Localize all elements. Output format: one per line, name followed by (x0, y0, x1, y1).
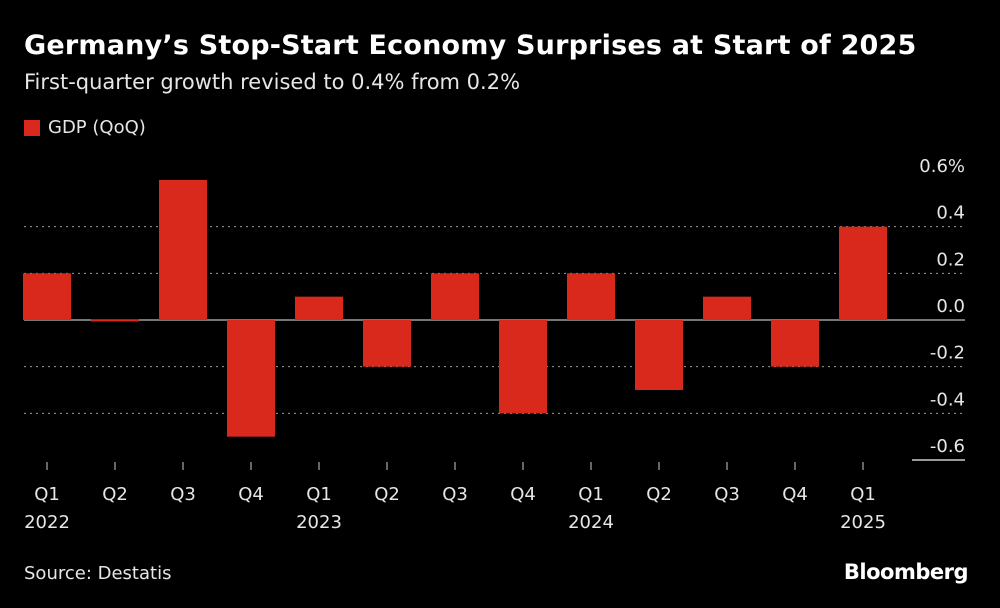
x-tick-label: Q3 (714, 484, 740, 505)
bar (159, 180, 207, 320)
y-tick-label: 0.0 (936, 296, 965, 317)
x-tick-label: Q3 (442, 484, 468, 505)
y-tick-label: 0.4 (936, 203, 965, 224)
y-tick-label: 0.2 (936, 249, 965, 270)
x-tick-label: Q4 (510, 484, 536, 505)
x-tick-label: Q2 (374, 484, 400, 505)
bar (771, 320, 819, 367)
source-note: Source: Destatis (24, 563, 172, 584)
bar (295, 296, 343, 320)
x-tick-label: Q4 (782, 484, 808, 505)
x-tick-label: Q2 (646, 484, 672, 505)
bar (567, 273, 615, 320)
chart-subtitle: First-quarter growth revised to 0.4% fro… (24, 70, 521, 94)
legend-label: GDP (QoQ) (48, 117, 146, 138)
bar (363, 320, 411, 367)
x-tick-label: Q1 (306, 484, 332, 505)
bloomberg-logo: Bloomberg (843, 560, 969, 584)
legend: GDP (QoQ) (24, 117, 146, 138)
chart-title: Germany’s Stop-Start Economy Surprises a… (24, 30, 917, 61)
bar (499, 320, 547, 414)
bar (839, 226, 887, 320)
legend-swatch (24, 119, 40, 136)
bar (23, 273, 71, 320)
y-tick-label: -0.4 (930, 389, 965, 410)
y-tick-label: -0.6 (930, 436, 965, 457)
x-year-label: 2025 (840, 512, 886, 533)
x-tick-label: Q1 (578, 484, 604, 505)
bar (431, 273, 479, 320)
bar (635, 320, 683, 390)
bar (91, 319, 139, 322)
x-tick-label: Q2 (102, 484, 128, 505)
y-tick-label: 0.6% (919, 156, 965, 177)
x-tick-label: Q1 (34, 484, 60, 505)
bar (703, 296, 751, 320)
x-year-label: 2024 (568, 512, 614, 533)
x-tick-label: Q1 (850, 484, 876, 505)
x-tick-label: Q3 (170, 484, 196, 505)
x-year-label: 2023 (296, 512, 342, 533)
x-year-label: 2022 (24, 512, 70, 533)
y-tick-label: -0.2 (930, 343, 965, 364)
bar (227, 320, 275, 437)
x-tick-label: Q4 (238, 484, 264, 505)
